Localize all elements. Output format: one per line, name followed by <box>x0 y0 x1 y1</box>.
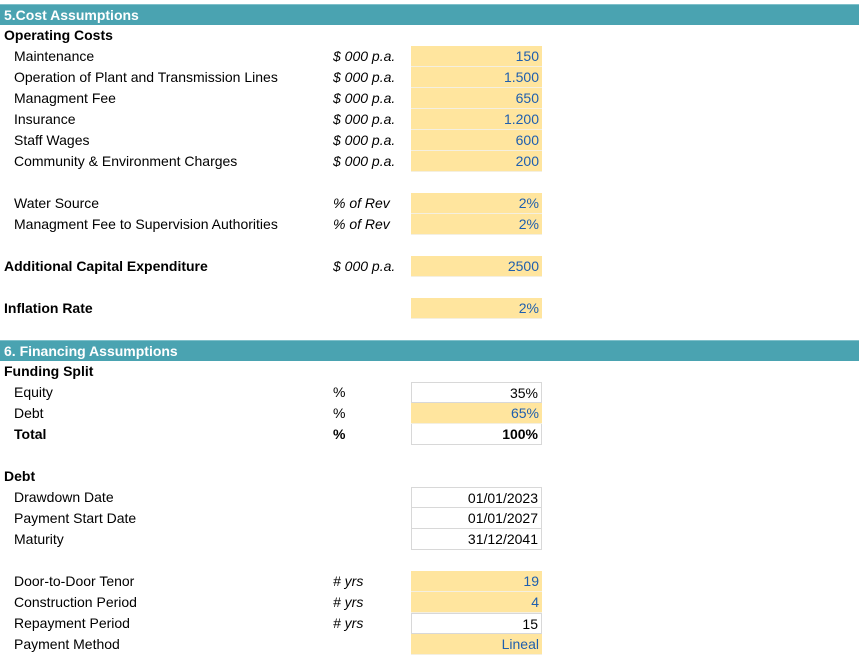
table-row: Drawdown Date 01/01/2023 <box>0 487 859 508</box>
construction-period-input[interactable]: 4 <box>411 592 542 613</box>
row-unit: % <box>333 384 346 400</box>
community-charges-input[interactable]: 200 <box>411 151 542 172</box>
row-label: Managment Fee to Supervision Authorities <box>14 216 278 232</box>
operating-costs-header-row: Operating Costs <box>0 25 859 46</box>
maintenance-input[interactable]: 150 <box>411 46 542 67</box>
repayment-period-cell[interactable]: 15 <box>411 613 542 634</box>
table-row: Door-to-Door Tenor # yrs 19 <box>0 571 859 592</box>
funding-split-header: Funding Split <box>4 363 94 379</box>
row-label: Insurance <box>14 111 76 127</box>
row-unit: # yrs <box>333 594 364 610</box>
water-source-input[interactable]: 2% <box>411 193 542 214</box>
inflation-input[interactable]: 2% <box>411 298 542 319</box>
inflation-label: Inflation Rate <box>4 300 93 316</box>
row-label: Debt <box>14 405 44 421</box>
table-row: Total % 100% <box>0 424 859 445</box>
row-unit: $ 000 p.a. <box>333 111 396 127</box>
table-row: Maturity 31/12/2041 <box>0 529 859 550</box>
row-unit: $ 000 p.a. <box>333 48 396 64</box>
table-row: Water Source % of Rev 2% <box>0 193 859 214</box>
row-unit: $ 000 p.a. <box>333 153 396 169</box>
table-row: Operation of Plant and Transmission Line… <box>0 67 859 88</box>
row-label: Community & Environment Charges <box>14 153 238 169</box>
table-row: Payment Start Date 01/01/2027 <box>0 508 859 529</box>
row-unit: $ 000 p.a. <box>333 258 396 274</box>
table-row: Construction Period # yrs 4 <box>0 592 859 613</box>
row-label: Repayment Period <box>14 615 130 631</box>
row-unit: $ 000 p.a. <box>333 132 396 148</box>
row-label: Total <box>14 426 47 442</box>
row-label: Construction Period <box>14 594 137 610</box>
table-row: Maintenance $ 000 p.a. 150 <box>0 46 859 67</box>
debt-header: Debt <box>4 468 36 484</box>
row-unit: % of Rev <box>333 216 390 232</box>
row-label: Maturity <box>14 531 64 547</box>
table-row: Payment Method Lineal <box>0 634 859 655</box>
table-row: Equity % 35% <box>0 382 859 403</box>
table-row: Insurance $ 000 p.a. 1.200 <box>0 109 859 130</box>
operating-costs-header: Operating Costs <box>4 27 113 43</box>
row-label: Managment Fee <box>14 90 116 106</box>
capex-label: Additional Capital Expenditure <box>4 258 208 274</box>
section-title: 5.Cost Assumptions <box>4 7 139 23</box>
staff-wages-input[interactable]: 600 <box>411 130 542 151</box>
debt-split-input[interactable]: 65% <box>411 403 542 424</box>
debt-header-row: Debt <box>0 466 859 487</box>
row-label: Maintenance <box>14 48 95 64</box>
maturity-date-cell[interactable]: 31/12/2041 <box>411 529 542 550</box>
row-unit: # yrs <box>333 573 364 589</box>
funding-split-header-row: Funding Split <box>0 361 859 382</box>
row-unit: # yrs <box>333 615 364 631</box>
table-row: Debt % 65% <box>0 403 859 424</box>
row-unit: % <box>333 405 346 421</box>
total-value-cell[interactable]: 100% <box>411 424 542 445</box>
payment-method-input[interactable]: Lineal <box>411 634 542 655</box>
section-title: 6. Financing Assumptions <box>4 343 178 359</box>
table-row: Community & Environment Charges $ 000 p.… <box>0 151 859 172</box>
row-unit: $ 000 p.a. <box>333 69 396 85</box>
tenor-input[interactable]: 19 <box>411 571 542 592</box>
insurance-input[interactable]: 1.200 <box>411 109 542 130</box>
table-row: Managment Fee $ 000 p.a. 650 <box>0 88 859 109</box>
row-label: Payment Start Date <box>14 510 137 526</box>
operation-plant-input[interactable]: 1.500 <box>411 67 542 88</box>
row-label: Door-to-Door Tenor <box>14 573 135 589</box>
row-unit: % of Rev <box>333 195 390 211</box>
equity-value-cell[interactable]: 35% <box>411 382 542 403</box>
row-unit: % <box>333 426 346 442</box>
payment-start-date-cell[interactable]: 01/01/2027 <box>411 508 542 529</box>
management-fee-input[interactable]: 650 <box>411 88 542 109</box>
row-label: Staff Wages <box>14 132 90 148</box>
row-label: Equity <box>14 384 53 400</box>
table-row: Additional Capital Expenditure $ 000 p.a… <box>0 256 859 277</box>
financing-assumptions-header: 6. Financing Assumptions <box>0 340 859 361</box>
table-row: Repayment Period # yrs 15 <box>0 613 859 634</box>
row-label: Water Source <box>14 195 100 211</box>
table-row: Inflation Rate 2% <box>0 298 859 319</box>
capex-input[interactable]: 2500 <box>411 256 542 277</box>
row-label: Payment Method <box>14 636 120 652</box>
table-row: Staff Wages $ 000 p.a. 600 <box>0 130 859 151</box>
table-row: Managment Fee to Supervision Authorities… <box>0 214 859 235</box>
supervision-fee-input[interactable]: 2% <box>411 214 542 235</box>
cost-assumptions-header: 5.Cost Assumptions <box>0 4 859 25</box>
row-unit: $ 000 p.a. <box>333 90 396 106</box>
row-label: Operation of Plant and Transmission Line… <box>14 69 278 85</box>
drawdown-date-cell[interactable]: 01/01/2023 <box>411 487 542 508</box>
row-label: Drawdown Date <box>14 489 114 505</box>
